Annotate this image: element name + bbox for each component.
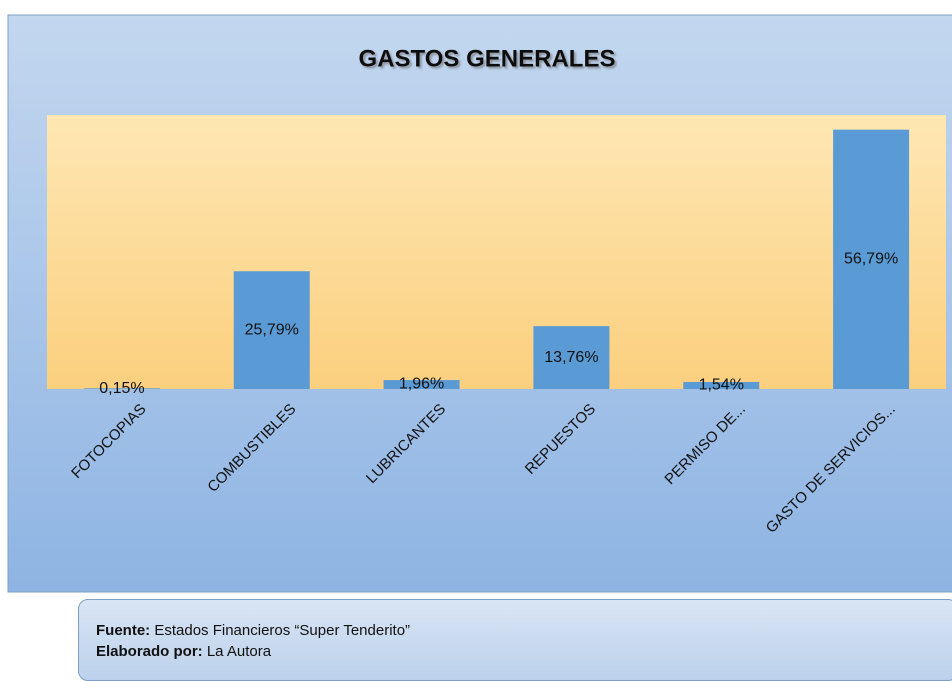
author-label: Elaborado por: xyxy=(96,643,203,660)
bar xyxy=(533,326,610,389)
source: Estados Financieros “Super Tenderito” xyxy=(154,622,411,639)
data-label: 1,54% xyxy=(699,377,744,394)
bar xyxy=(833,129,910,389)
data-label: 56,79% xyxy=(844,251,898,268)
data-label: 25,79% xyxy=(245,321,299,338)
bar xyxy=(83,388,160,389)
plot-area xyxy=(47,115,946,389)
data-label: 13,76% xyxy=(544,349,598,366)
source-label: Fuente: xyxy=(96,622,151,639)
source-line: Fuente: Estados Financieros “Super Tende… xyxy=(96,620,952,641)
author: La Autora xyxy=(206,643,272,660)
bar xyxy=(683,381,760,389)
data-label: 0,15% xyxy=(99,380,144,397)
author-line: Elaborado por: La Autora xyxy=(96,641,952,662)
source-note: Fuente: Estados Financieros “Super Tende… xyxy=(78,599,952,681)
data-label: 1,96% xyxy=(399,376,444,393)
chart: GASTOS GENERALES 0,15%FOTOCOPIAS25,79%CO… xyxy=(7,14,952,593)
chart-title: GASTOS GENERALES xyxy=(359,45,616,72)
bar xyxy=(233,271,310,389)
bar xyxy=(383,380,460,389)
